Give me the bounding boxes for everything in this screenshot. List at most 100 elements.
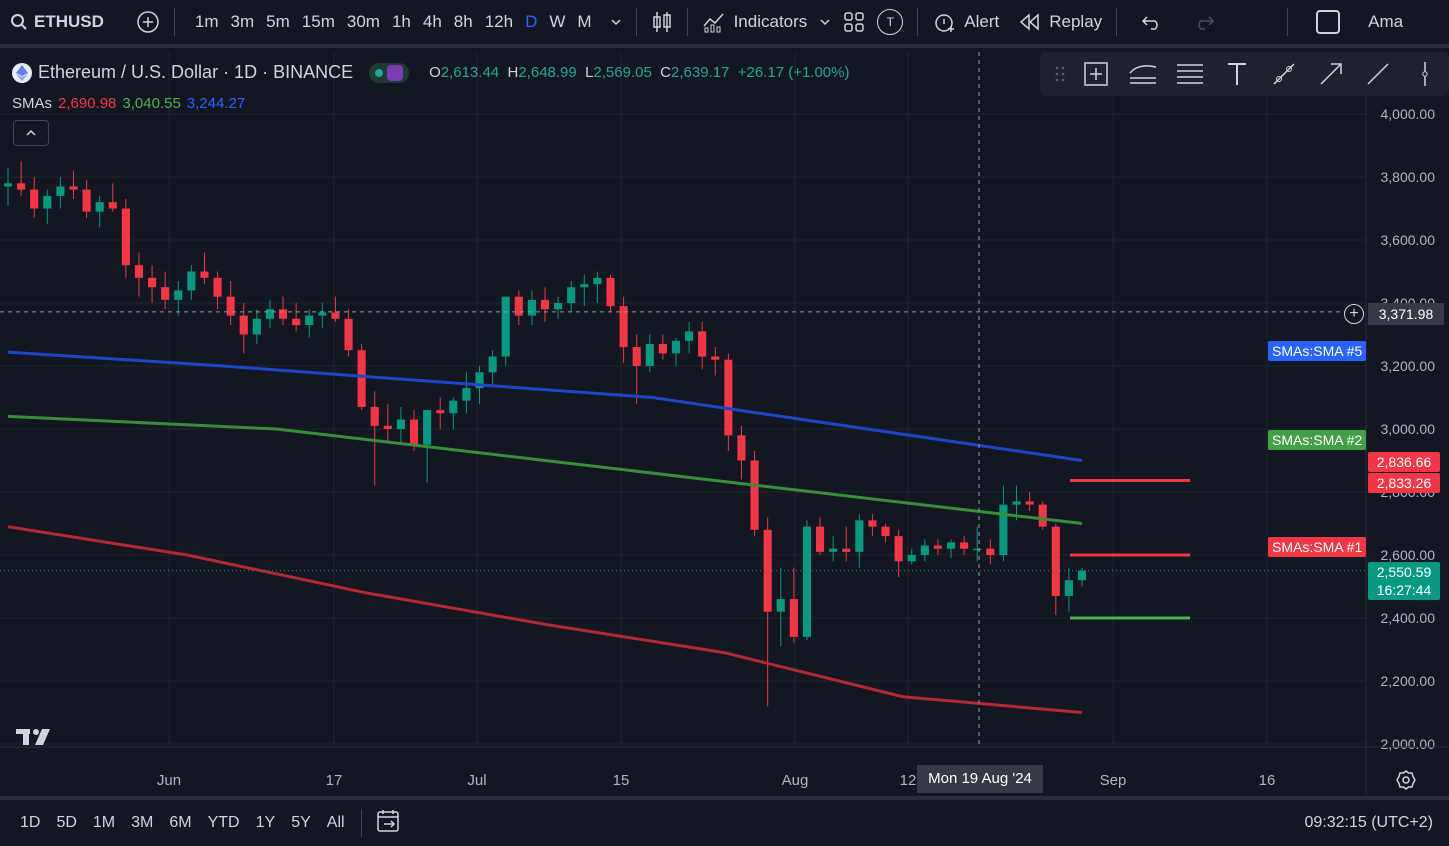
interval-d-button[interactable]: D (525, 12, 538, 31)
interval-3m-button[interactable]: 3m (230, 12, 255, 31)
interval-5m-button[interactable]: 5m (266, 12, 290, 31)
tradingview-logo[interactable] (16, 726, 56, 751)
price-chart[interactable]: 4,000.003,800.003,600.003,400.003,200.00… (0, 52, 1449, 795)
range-all-button[interactable]: All (326, 814, 345, 831)
close-label: C (660, 64, 671, 81)
market-status-pill[interactable] (369, 62, 410, 83)
candle-up (580, 284, 589, 288)
candle-up (396, 419, 405, 429)
symbol-title[interactable]: Ethereum / U.S. Dollar · 1D · BINANCE (38, 62, 354, 82)
trend-line-tool-button[interactable] (1260, 52, 1307, 96)
add-alert-plus-icon[interactable]: + (1344, 304, 1364, 324)
clock-timezone[interactable]: 09:32:15 (UTC+2) (1304, 814, 1433, 831)
indicators-button[interactable]: Indicators (696, 0, 814, 46)
layouts-button[interactable] (837, 0, 871, 46)
text-tool-button[interactable] (1213, 52, 1260, 96)
chart-pane[interactable]: 4,000.003,800.003,600.003,400.003,200.00… (0, 52, 1449, 795)
range-ytd-button[interactable]: YTD (207, 814, 240, 831)
candle-down (121, 208, 130, 266)
indicators-icon (703, 13, 724, 33)
arrow-tool-button[interactable] (1307, 52, 1354, 96)
undo-button[interactable] (1135, 0, 1169, 46)
indicators-dropdown-button[interactable] (813, 0, 837, 46)
fullscreen-button[interactable] (1310, 0, 1346, 46)
price-tick-label: 4,000.00 (1381, 106, 1436, 122)
candle-down (698, 331, 707, 357)
red-price-label-1: 2,836.66 (1368, 452, 1440, 472)
time-axis-label: Sep (1100, 772, 1127, 789)
time-axis-label: Jun (157, 772, 181, 789)
alarm-clock-icon (935, 14, 955, 32)
price-tick-label: 3,200.00 (1381, 358, 1436, 374)
range-1y-button[interactable]: 1Y (255, 814, 276, 831)
interval-8h-button[interactable]: 8h (453, 12, 473, 31)
candle-up (95, 202, 104, 212)
close-value: 2,639.17 (671, 64, 730, 81)
time-axis-label: Jul (467, 772, 486, 789)
change-value: +26.17 (+1.00%) (737, 64, 850, 81)
candle-up (318, 312, 327, 316)
interval-1h-button[interactable]: 1h (391, 12, 411, 31)
range-5y-button[interactable]: 5Y (291, 814, 311, 831)
replay-button[interactable]: Replay (1013, 0, 1108, 46)
red-price-label-2: 2,833.26 (1368, 473, 1440, 493)
interval-4h-button[interactable]: 4h (422, 12, 442, 31)
candle-up (645, 343, 654, 366)
candle-down (1025, 501, 1034, 505)
range-5d-button[interactable]: 5D (56, 814, 77, 831)
trend-line-icon (1272, 63, 1295, 85)
toolbar-overflow-label[interactable]: Ama (1368, 12, 1404, 31)
ethereum-icon (12, 62, 32, 83)
high-label: H (507, 64, 519, 81)
smas-label: SMAs (12, 95, 53, 112)
vertical-line-tool-button[interactable] (1401, 52, 1448, 96)
candle-down (933, 545, 942, 549)
time-axis-label: Aug (782, 772, 809, 789)
interval-30m-button[interactable]: 30m (346, 12, 380, 31)
trend-channel-tool-button[interactable] (1119, 52, 1166, 96)
crosshair-tool-button[interactable] (1072, 52, 1119, 96)
range-6m-button[interactable]: 6M (169, 814, 192, 831)
range-1d-button[interactable]: 1D (20, 814, 41, 831)
candle-down (30, 189, 39, 209)
interval-15m-button[interactable]: 15m (301, 12, 335, 31)
chart-settings-button[interactable] (1396, 770, 1416, 795)
interval-1m-button[interactable]: 1m (194, 12, 219, 31)
compare-symbol-button[interactable] (130, 0, 166, 46)
interval-m-button[interactable]: M (577, 12, 592, 31)
symbol-search-button[interactable]: ETHUSD (0, 0, 110, 46)
collapse-legend-button[interactable] (13, 120, 49, 146)
low-label: L (585, 64, 594, 81)
redo-button[interactable] (1187, 0, 1221, 46)
chart-type-button[interactable] (645, 0, 679, 46)
low-value: 2,569.05 (593, 64, 652, 81)
open-value: 2,613.44 (440, 64, 500, 81)
range-3m-button[interactable]: 3M (131, 814, 154, 831)
candle-up (475, 372, 484, 389)
symbol-label: ETHUSD (34, 12, 104, 31)
goto-date-button[interactable] (370, 809, 408, 838)
candle-up (567, 287, 576, 303)
drag-handle[interactable] (1048, 52, 1072, 96)
range-1m-button[interactable]: 1M (92, 814, 116, 831)
price-tick-label: 3,000.00 (1381, 421, 1436, 437)
candle-down (383, 425, 392, 429)
candle-down (540, 299, 550, 310)
crosshair-date-label: Mon 19 Aug '24 (917, 765, 1043, 793)
horizontal-lines-tool-button[interactable] (1166, 52, 1213, 96)
sma-legend[interactable]: SMAs 2,690.98 3,040.55 3,244.27 (12, 95, 245, 112)
candle-down (278, 309, 288, 319)
candle-up (999, 504, 1008, 555)
interval-dropdown-button[interactable] (604, 0, 628, 46)
interval-w-button[interactable]: W (549, 12, 566, 31)
candle-down (17, 183, 26, 190)
candle-up (423, 410, 432, 445)
templates-button[interactable]: T (871, 0, 909, 46)
candle-up (1012, 501, 1021, 505)
alert-button[interactable]: Alert (926, 0, 1005, 46)
ray-tool-button[interactable] (1354, 52, 1401, 96)
interval-12h-button[interactable]: 12h (484, 12, 514, 31)
sma5-line (7, 350, 1083, 462)
price-tick-label: 2,200.00 (1381, 673, 1436, 689)
arrow-icon (1319, 63, 1342, 85)
